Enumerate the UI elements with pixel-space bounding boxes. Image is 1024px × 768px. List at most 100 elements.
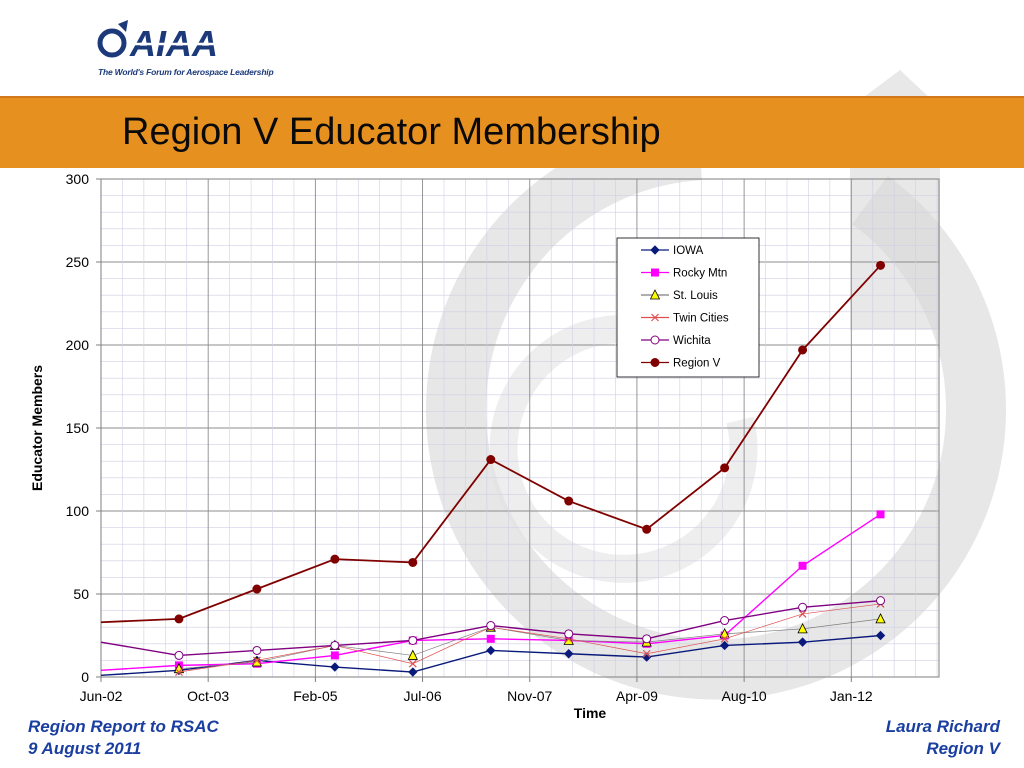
data-point-wichita (174, 650, 184, 660)
data-point-wichita (330, 640, 340, 650)
data-point-rocky-mtn (876, 510, 885, 519)
footer-region: Region V (926, 739, 1000, 758)
footer-right: Laura Richard Region V (886, 716, 1000, 760)
logo-tagline: The World's Forum for Aerospace Leadersh… (98, 67, 274, 77)
data-point-region-v (252, 584, 262, 594)
data-point-iowa (408, 667, 418, 677)
title-band (0, 96, 1024, 168)
y-tick-label: 300 (66, 171, 90, 187)
x-tick-label: Aug-10 (722, 688, 767, 704)
data-point-region-v (564, 496, 574, 506)
series-rocky-mtn (100, 510, 885, 672)
data-point-region-v (642, 524, 652, 534)
series-line-region-v (100, 264, 882, 624)
y-axis-label: Educator Members (29, 365, 45, 491)
data-point-iowa (486, 645, 496, 656)
series-wichita (100, 596, 886, 660)
legend-item: Rocky Mtn (641, 268, 727, 280)
data-point-wichita (564, 629, 574, 639)
data-point-region-v (798, 345, 808, 355)
slide-title: Region V Educator Membership (122, 111, 661, 153)
x-tick-label: Jul-06 (403, 688, 441, 704)
y-tick-label: 200 (66, 337, 90, 353)
data-point-region-v (876, 260, 886, 270)
legend-marker (650, 358, 660, 367)
legend-label: Wichita (673, 335, 711, 347)
legend-item: St. Louis (641, 289, 718, 302)
aiaa-logo: AIAA The World's Forum for Aerospace Lea… (96, 18, 274, 82)
legend-label: Region V (673, 358, 721, 370)
series-line-st-louis (178, 618, 881, 670)
y-tick-label: 0 (81, 669, 89, 685)
data-point-st-louis (719, 627, 730, 639)
data-point-st-louis (407, 649, 418, 660)
series-line-twin-cities (178, 603, 881, 673)
x-tick-label: Jan-12 (830, 688, 873, 704)
data-point-iowa (719, 640, 730, 651)
data-point-wichita (642, 634, 652, 644)
legend-label: IOWA (673, 245, 704, 257)
data-point-rocky-mtn (330, 651, 339, 660)
data-point-iowa (875, 630, 886, 641)
data-point-region-v (408, 557, 418, 567)
legend-label: Rocky Mtn (673, 268, 727, 280)
data-point-region-v (174, 614, 184, 624)
x-tick-labels: Jun-02 Oct-03 Feb-05 Jul-06 Nov-07 Apr-09 Aug-… (80, 677, 873, 704)
data-point-wichita (798, 602, 808, 612)
legend-item: Region V (641, 358, 721, 370)
data-point-rocky-mtn (798, 561, 807, 570)
data-point-wichita (876, 596, 886, 606)
data-point-wichita (720, 616, 730, 626)
data-point-wichita (408, 635, 418, 645)
footer-date: 9 August 2011 (28, 739, 142, 758)
footer-left: Region Report to RSAC 9 August 2011 (28, 716, 219, 760)
chart-legend: IOWA Rocky Mtn St. Louis Twin Cities Wichita… (616, 237, 760, 378)
data-point-wichita (486, 621, 496, 631)
x-tick-label: Jun-02 (80, 688, 123, 704)
x-tick-label: Oct-03 (187, 688, 229, 704)
data-point-st-louis (797, 622, 808, 634)
data-point-st-louis (563, 634, 574, 645)
y-tick-labels: 0 50 100 150 200 250 300 (66, 171, 101, 685)
legend-item: IOWA (641, 245, 704, 257)
x-tick-label: Apr-09 (616, 688, 658, 704)
data-point-region-v (330, 554, 340, 564)
legend-box (616, 237, 760, 378)
data-point-twin-cities (798, 609, 807, 618)
data-point-twin-cities (252, 656, 261, 665)
data-point-twin-cities (408, 659, 417, 668)
data-point-twin-cities (642, 649, 651, 658)
legend-item: Twin Cities (641, 313, 729, 325)
y-tick-label: 250 (66, 254, 90, 270)
data-point-iowa (564, 649, 574, 659)
legend-item: Wichita (641, 335, 711, 347)
y-tick-label: 150 (66, 420, 90, 436)
y-tick-label: 50 (73, 586, 89, 602)
footer-author: Laura Richard (885, 717, 1000, 736)
data-point-rocky-mtn (486, 634, 495, 643)
x-tick-label: Feb-05 (293, 688, 338, 704)
data-point-iowa (797, 637, 808, 647)
legend-marker (650, 245, 660, 255)
legend-marker (650, 335, 660, 345)
x-tick-label: Nov-07 (507, 688, 552, 704)
legend-marker (651, 313, 659, 322)
data-point-region-v (486, 455, 496, 465)
data-point-st-louis (251, 656, 263, 667)
legend-marker (649, 289, 661, 300)
legend-label: Twin Cities (673, 313, 729, 325)
aiaa-arrow-logo-icon: AIAA (97, 20, 246, 64)
y-tick-label: 100 (66, 503, 90, 519)
x-axis-label: Time (574, 705, 607, 721)
legend-label: St. Louis (673, 290, 718, 302)
data-point-twin-cities (720, 634, 729, 643)
data-point-iowa (330, 662, 340, 672)
series-region-v (100, 260, 886, 624)
data-point-region-v (720, 463, 730, 473)
series-layer (100, 260, 886, 677)
footer-report-title: Region Report to RSAC (28, 717, 219, 736)
data-point-st-louis (875, 613, 886, 624)
data-point-twin-cities (175, 668, 183, 676)
